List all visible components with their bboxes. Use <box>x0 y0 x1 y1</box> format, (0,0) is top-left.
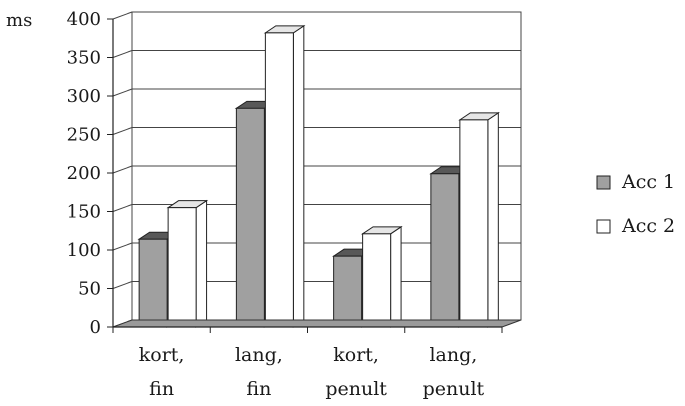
category-labels: kort, fin lang, fin kort, penult lang, penult <box>139 344 485 400</box>
bar-front <box>235 107 265 328</box>
bars <box>137 24 500 328</box>
bar-side <box>390 225 402 328</box>
bar-front <box>459 119 489 328</box>
y-tick-label: 50 <box>78 279 101 300</box>
side-wall-line <box>112 242 133 251</box>
x-category-label: penult <box>325 378 387 400</box>
x-category-label: penult <box>423 378 485 400</box>
x-category-label: kort, <box>333 344 379 366</box>
x-category-label: kort, <box>139 344 185 366</box>
bar-front <box>430 173 460 328</box>
y-tick-label: 350 <box>67 48 101 69</box>
bar-acc-2 <box>166 199 209 328</box>
plot-floor <box>112 319 522 328</box>
legend-swatch <box>596 175 611 190</box>
bar-front <box>333 255 363 328</box>
bar-acc-2 <box>458 111 500 328</box>
y-tick-label: 400 <box>67 9 101 30</box>
bar-front <box>362 233 392 328</box>
bar-acc-2 <box>263 24 306 328</box>
y-tick-label: 100 <box>67 240 101 261</box>
legend-label: Acc 2 <box>621 215 675 237</box>
y-tick-label: 200 <box>67 163 101 184</box>
y-tick-label: 0 <box>90 317 101 338</box>
side-wall-line <box>112 11 133 20</box>
y-tick-label: 250 <box>67 125 101 146</box>
y-tick-label: 300 <box>67 86 101 107</box>
legend-label: Acc 1 <box>621 171 675 193</box>
y-tick-label: 150 <box>67 202 101 223</box>
bar-front <box>167 207 197 328</box>
x-category-label: fin <box>246 378 271 400</box>
bar-acc-2 <box>360 225 403 328</box>
side-wall-line <box>112 50 133 58</box>
legend: Acc 1 Acc 2 <box>596 171 675 237</box>
bar-side <box>195 199 208 328</box>
bar-front <box>264 32 294 328</box>
axes <box>107 18 522 333</box>
legend-swatch <box>596 219 611 234</box>
x-category-label: fin <box>149 378 174 400</box>
side-wall-line <box>112 127 133 135</box>
side-wall-line <box>112 165 133 174</box>
bar-front <box>138 238 168 328</box>
y-tick-labels: 0 50 100 150 200 250 300 350 400 <box>67 9 101 338</box>
side-wall-line <box>112 88 133 97</box>
x-category-label: lang, <box>429 344 477 366</box>
bar-side <box>487 111 499 328</box>
side-wall-line <box>112 204 133 212</box>
x-category-label: lang, <box>235 344 283 366</box>
bar-side <box>292 24 305 328</box>
y-axis-unit: ms <box>6 10 32 31</box>
side-wall-line <box>112 281 133 289</box>
